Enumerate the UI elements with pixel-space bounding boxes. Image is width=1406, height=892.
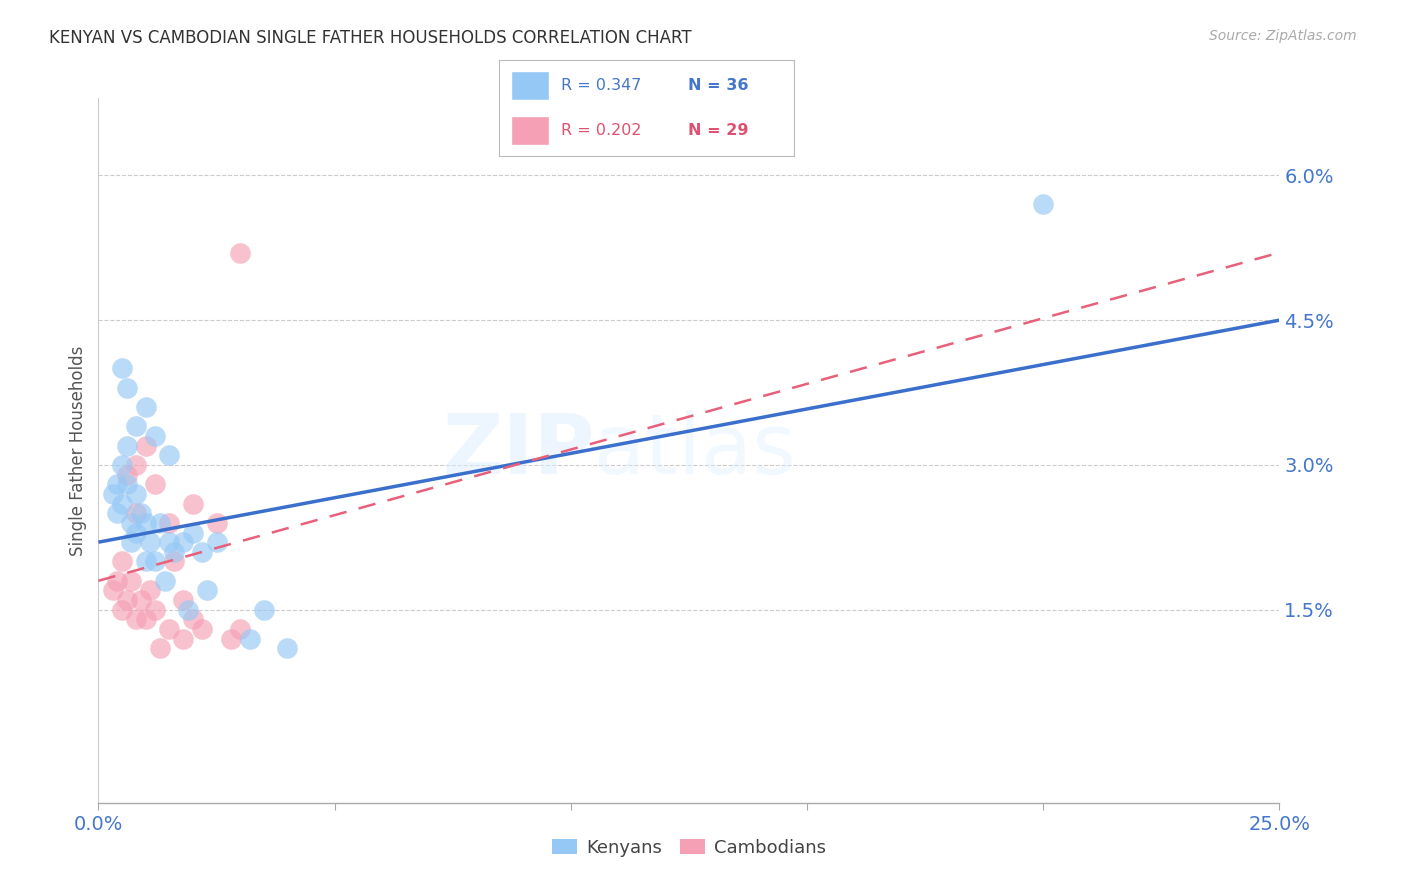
Point: [101, 487, 124, 501]
Point: [229, 245, 252, 260]
Point: [125, 612, 148, 626]
Point: [163, 554, 186, 568]
Point: [139, 535, 162, 549]
Point: [143, 554, 166, 568]
Point: [111, 458, 134, 472]
Point: [115, 477, 138, 491]
Point: [135, 612, 157, 626]
Point: [111, 554, 134, 568]
Point: [191, 545, 214, 559]
Point: [121, 516, 143, 530]
Text: N = 29: N = 29: [688, 122, 748, 137]
Point: [149, 516, 172, 530]
Point: [276, 641, 298, 656]
Point: [135, 516, 157, 530]
Point: [229, 622, 252, 636]
Text: Source: ZipAtlas.com: Source: ZipAtlas.com: [1209, 29, 1357, 43]
Point: [177, 603, 200, 617]
Point: [125, 525, 148, 540]
Point: [125, 419, 148, 434]
Text: R = 0.347: R = 0.347: [561, 78, 641, 94]
Point: [143, 603, 166, 617]
Text: KENYAN VS CAMBODIAN SINGLE FATHER HOUSEHOLDS CORRELATION CHART: KENYAN VS CAMBODIAN SINGLE FATHER HOUSEH…: [49, 29, 692, 46]
Point: [115, 439, 138, 453]
Point: [115, 381, 138, 395]
Point: [129, 506, 152, 520]
Text: ZIP: ZIP: [441, 410, 595, 491]
Point: [157, 622, 180, 636]
Point: [105, 477, 128, 491]
Point: [191, 622, 214, 636]
Point: [101, 583, 124, 598]
Point: [253, 603, 276, 617]
Point: [125, 506, 148, 520]
Point: [139, 583, 162, 598]
Point: [157, 448, 180, 462]
Point: [105, 506, 128, 520]
Point: [219, 632, 242, 646]
Point: [111, 361, 134, 376]
Point: [105, 574, 128, 588]
Point: [181, 612, 204, 626]
Point: [153, 574, 176, 588]
Point: [239, 632, 262, 646]
FancyBboxPatch shape: [510, 71, 550, 100]
Point: [125, 487, 148, 501]
Point: [172, 632, 194, 646]
Point: [115, 467, 138, 482]
Point: [149, 641, 172, 656]
Point: [195, 583, 218, 598]
Point: [172, 535, 194, 549]
Point: [143, 477, 166, 491]
Point: [1032, 197, 1054, 211]
Point: [111, 497, 134, 511]
Point: [205, 516, 228, 530]
Point: [111, 603, 134, 617]
Point: [129, 593, 152, 607]
Point: [172, 593, 194, 607]
Point: [135, 439, 157, 453]
FancyBboxPatch shape: [510, 116, 550, 145]
Y-axis label: Single Father Households: Single Father Households: [69, 345, 87, 556]
Text: R = 0.202: R = 0.202: [561, 122, 641, 137]
Point: [157, 535, 180, 549]
Point: [181, 497, 204, 511]
Point: [121, 574, 143, 588]
Point: [121, 535, 143, 549]
Point: [143, 429, 166, 443]
Point: [205, 535, 228, 549]
Point: [157, 516, 180, 530]
Point: [115, 593, 138, 607]
Point: [135, 400, 157, 414]
Point: [135, 554, 157, 568]
Text: atlas: atlas: [595, 410, 796, 491]
Point: [125, 458, 148, 472]
Point: [181, 525, 204, 540]
Legend: Kenyans, Cambodians: Kenyans, Cambodians: [544, 832, 834, 864]
Text: N = 36: N = 36: [688, 78, 748, 94]
Point: [163, 545, 186, 559]
